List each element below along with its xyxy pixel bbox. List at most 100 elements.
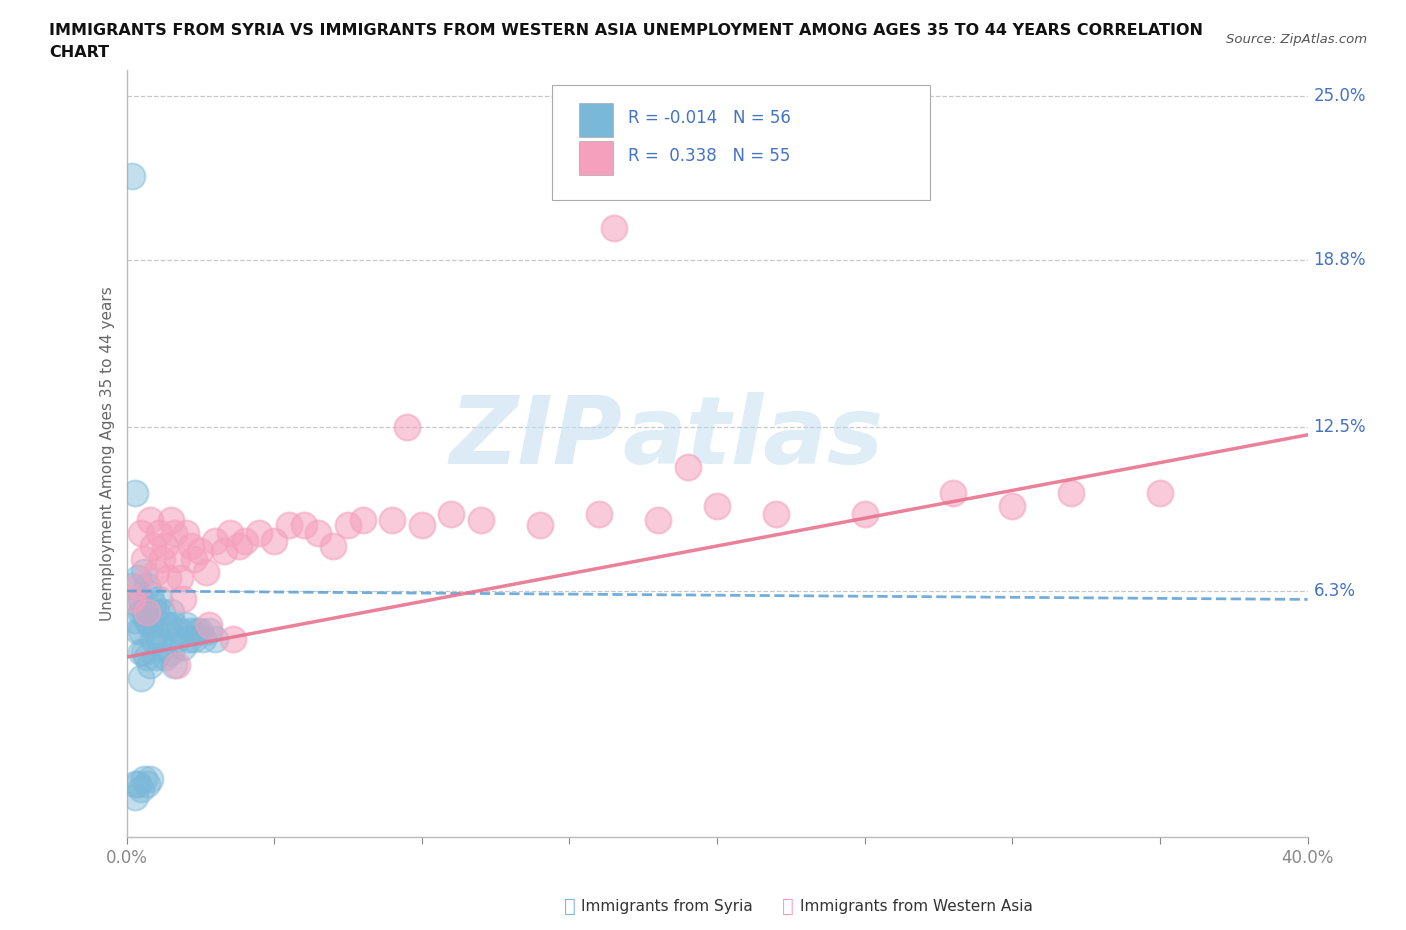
Point (136, 578, 159, 593)
Point (411, 517, 433, 532)
Point (706, 498, 728, 513)
Point (142, 538, 165, 553)
Point (647, 512, 669, 527)
Point (139, 586, 162, 601)
Point (153, 538, 176, 553)
Point (163, 525, 186, 540)
Point (163, 658, 186, 672)
Point (129, 623, 153, 638)
Point (396, 419, 419, 434)
Point (177, 631, 200, 646)
Point (198, 623, 221, 638)
Point (193, 631, 215, 646)
Point (222, 631, 245, 646)
Text: ⬛: ⬛ (564, 897, 575, 915)
Text: Source: ZipAtlas.com: Source: ZipAtlas.com (1226, 33, 1367, 46)
Point (129, 671, 153, 685)
Point (1060, 485, 1083, 500)
Point (121, 591, 143, 606)
Point (352, 512, 374, 527)
Text: R =  0.338   N = 55: R = 0.338 N = 55 (628, 148, 790, 166)
Point (166, 631, 188, 646)
Point (127, 570, 149, 585)
Point (127, 578, 149, 593)
Point (588, 507, 610, 522)
Point (440, 507, 463, 522)
Point (153, 618, 176, 632)
Text: 12.5%: 12.5% (1313, 418, 1367, 436)
Text: 6.3%: 6.3% (1313, 582, 1355, 600)
Point (129, 782, 153, 797)
Text: IMMIGRANTS FROM SYRIA VS IMMIGRANTS FROM WESTERN ASIA UNEMPLOYMENT AMONG AGES 35: IMMIGRANTS FROM SYRIA VS IMMIGRANTS FROM… (49, 23, 1204, 38)
Text: 18.8%: 18.8% (1313, 251, 1367, 270)
Point (136, 604, 159, 619)
Point (129, 591, 153, 606)
Point (219, 525, 242, 540)
Point (172, 639, 194, 654)
Point (212, 544, 235, 559)
Point (676, 459, 699, 474)
Point (129, 604, 153, 619)
Point (156, 618, 179, 632)
Point (1149, 485, 1171, 500)
Point (136, 613, 159, 628)
Point (150, 551, 173, 566)
Point (145, 623, 167, 638)
Point (174, 525, 197, 540)
Point (160, 512, 183, 527)
Point (172, 591, 194, 606)
Text: Immigrants from Western Asia: Immigrants from Western Asia (800, 898, 1032, 913)
Point (139, 512, 162, 527)
Point (942, 485, 965, 500)
Point (150, 639, 173, 654)
Point (156, 570, 179, 585)
Point (174, 618, 197, 632)
Text: CHART: CHART (49, 45, 110, 60)
Point (228, 538, 250, 553)
Y-axis label: Unemployment Among Ages 35 to 44 years: Unemployment Among Ages 35 to 44 years (100, 286, 115, 620)
Point (322, 538, 344, 553)
Point (166, 551, 188, 566)
Point (148, 631, 170, 646)
Point (148, 591, 170, 606)
Point (124, 485, 146, 500)
Point (249, 525, 271, 540)
Text: ZIP: ZIP (450, 392, 623, 484)
Point (195, 565, 218, 580)
FancyBboxPatch shape (579, 102, 613, 137)
Point (186, 623, 208, 638)
Point (127, 597, 149, 612)
Point (139, 658, 162, 672)
Point (129, 525, 153, 540)
Point (134, 565, 156, 580)
Point (134, 771, 156, 786)
Point (183, 631, 205, 646)
Point (150, 604, 173, 619)
Point (198, 618, 221, 632)
Point (124, 613, 146, 628)
Point (124, 790, 146, 804)
Point (204, 631, 226, 646)
Point (765, 507, 787, 522)
Point (121, 168, 143, 183)
Point (145, 604, 167, 619)
Point (134, 644, 156, 659)
Point (160, 604, 183, 619)
Point (180, 623, 202, 638)
Point (142, 597, 165, 612)
Point (136, 777, 159, 791)
Point (529, 517, 551, 532)
Point (188, 544, 212, 559)
Point (308, 525, 330, 540)
Point (180, 538, 202, 553)
Point (153, 650, 176, 665)
Point (603, 221, 626, 236)
Point (139, 618, 162, 632)
Point (127, 777, 149, 791)
Point (124, 777, 146, 791)
Point (1001, 498, 1024, 513)
Point (134, 604, 156, 619)
Text: atlas: atlas (623, 392, 884, 484)
Point (292, 517, 315, 532)
Text: Immigrants from Syria: Immigrants from Syria (581, 898, 754, 913)
